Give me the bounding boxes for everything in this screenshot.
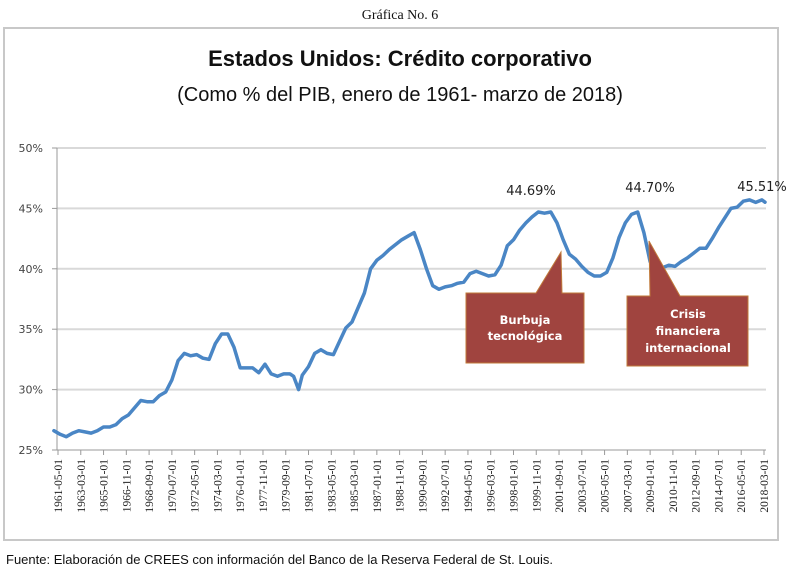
y-axis: 25% 30% 35% 40% 45% 50% [19,142,58,457]
x-tick-label: 2005-05-01 [600,459,612,513]
x-tick-label: 1979-09-01 [281,459,293,513]
callout-crisis: Crisis financiera internacional [626,240,749,367]
x-tick-label: 2003-07-01 [577,459,589,513]
x-axis: 1961-05-01 1963-03-01 1965-01-01 1966-11-01… [53,449,771,513]
line-chart: 25%30%35%40%45%50% 1961-05-01 1963-03-01 1… [19,142,787,513]
x-tick-label: 1996-03-01 [486,459,498,513]
y-tick-label: 30% [19,384,43,397]
data-label-peak-2008: 44.70% [625,181,675,196]
x-tick-label: 2018-03-01 [759,459,771,513]
chart-subtitle: (Como % del PIB, enero de 1961- marzo de… [177,84,623,106]
series-line [52,198,767,439]
x-tick-label: 1990-09-01 [417,459,429,513]
x-tick-label: 1961-05-01 [53,459,65,513]
callout-crisis-line-2: financiera [656,324,721,338]
callout-burbuja: Burbuja tecnológica [465,250,585,364]
x-tick-label: 1966-11-01 [121,459,133,512]
x-tick-label: 1976-01-01 [235,459,247,513]
callout-crisis-shape [626,240,749,367]
x-tick-label: 1965-01-01 [99,459,111,513]
figure-label: Gráfica No. 6 [361,8,439,23]
x-tick-label: 2010-11-01 [668,459,680,512]
x-tick-label: 1998-01-01 [508,459,520,513]
series-layer [52,198,767,439]
x-tick-label: 1972-05-01 [190,459,202,513]
data-label-last-value: 45.51% [737,180,787,195]
x-tick-label: 2014-07-01 [713,459,725,513]
callout-burbuja-line-2: tecnológica [488,329,563,343]
x-tick-label: 1970-07-01 [167,459,179,513]
callout-crisis-line-3: internacional [645,341,731,355]
x-tick-label: 2012-09-01 [691,459,703,513]
source-note: Fuente: Elaboración de CREES con informa… [6,552,554,567]
y-tick-label: 35% [19,323,43,336]
x-tick-label: 1988-11-01 [395,459,407,512]
x-tick-label: 1994-05-01 [463,459,475,513]
x-tick-label: 1999-11-01 [531,459,543,512]
x-tick-label: 2001-09-01 [554,459,566,513]
x-tick-label: 1974-03-01 [212,459,224,513]
x-tick-label: 2016-05-01 [736,459,748,513]
x-tick-label: 1981-07-01 [304,459,316,513]
x-tick-label: 1987-01-01 [372,459,384,513]
x-tick-label: 1983-05-01 [326,459,338,513]
y-tick-label: 25% [19,444,43,457]
chart-title: Estados Unidos: Crédito corporativo [208,46,592,71]
y-tick-label: 45% [19,202,43,215]
callout-burbuja-line-1: Burbuja [500,313,551,327]
callout-burbuja-shape [465,250,585,364]
x-tick-label: 2009-01-01 [645,459,657,513]
data-label-peak-2000: 44.69% [506,184,556,199]
x-tick-label: 1977-11-01 [258,459,270,512]
callouts-layer: Burbuja tecnológica Crisis financiera in… [465,240,749,367]
x-tick-label: 1968-09-01 [144,459,156,513]
callout-crisis-line-1: Crisis [670,307,706,321]
y-tick-label: 40% [19,263,43,276]
x-tick-label: 1985-03-01 [349,459,361,513]
x-tick-label: 1963-03-01 [76,459,88,513]
y-tick-label: 50% [19,142,43,155]
x-tick-label: 1992-07-01 [440,459,452,513]
x-tick-label: 2007-03-01 [622,459,634,513]
